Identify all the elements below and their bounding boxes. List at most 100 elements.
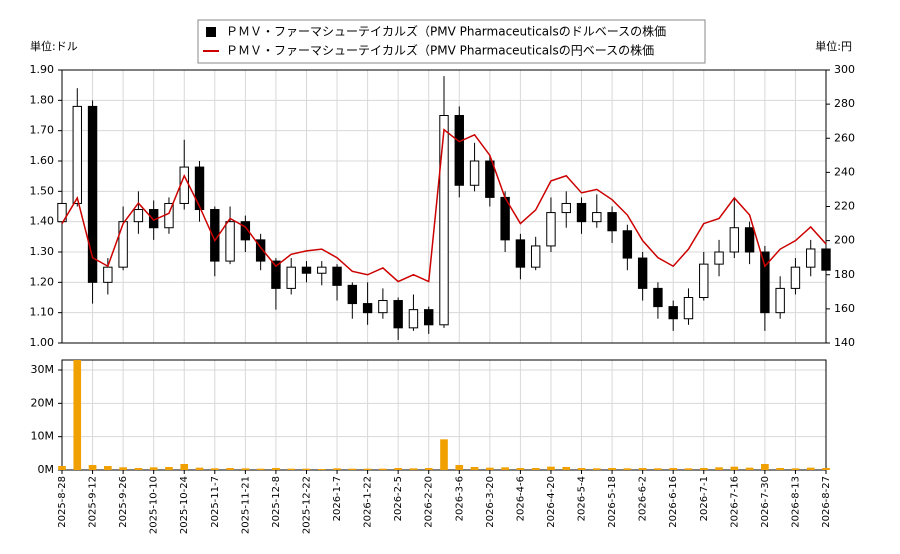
- x-tick-label: 2026-4-20: [546, 476, 557, 528]
- volume-bar: [547, 466, 555, 470]
- volume-bar: [134, 468, 143, 470]
- candle-body: [194, 166, 205, 211]
- candle-body: [454, 115, 464, 186]
- y2-tick-label: 240: [834, 165, 855, 178]
- candle-body: [561, 202, 571, 214]
- y2-tick-label: 180: [834, 268, 855, 281]
- volume-bar: [806, 467, 815, 470]
- volume-bar: [348, 468, 357, 470]
- x-tick-label: 2026-1-22: [363, 476, 374, 528]
- volume-tick-label: 0M: [38, 463, 55, 476]
- candle-body: [225, 221, 235, 262]
- candle-body: [806, 248, 816, 268]
- y2-axis-label: 単位:円: [815, 39, 852, 53]
- candle-body: [530, 245, 541, 268]
- x-tick-label: 2026-5-4: [577, 476, 588, 521]
- volume-bar: [761, 464, 769, 470]
- volume-bar: [455, 465, 464, 470]
- candle-body: [790, 266, 801, 289]
- volume-bar: [210, 468, 219, 470]
- volume-bar: [379, 468, 387, 470]
- candle-body: [103, 266, 113, 283]
- volume-bar: [486, 467, 494, 470]
- x-tick-label: 2026-6-16: [668, 476, 679, 528]
- candle-body: [607, 212, 617, 232]
- x-tick-label: 2026-7-1: [699, 476, 710, 521]
- x-tick-label: 2025-9-26: [118, 476, 129, 528]
- volume-bar: [730, 466, 739, 470]
- x-tick-label: 2026-2-20: [424, 476, 435, 528]
- volume-bar: [699, 468, 708, 470]
- candle-body: [332, 266, 342, 286]
- candle-body: [286, 266, 296, 289]
- candle-body: [714, 251, 724, 265]
- candle-body: [118, 221, 128, 268]
- volume-bar: [623, 468, 632, 470]
- volume-bar: [333, 468, 341, 470]
- x-tick-label: 2025-11-7: [210, 476, 221, 528]
- candle-body: [653, 287, 663, 308]
- volume-bar: [394, 468, 402, 470]
- volume-bar: [363, 468, 372, 470]
- y2-tick-label: 300: [834, 63, 855, 76]
- candle-body: [240, 221, 251, 241]
- candle-body: [57, 202, 67, 223]
- candle-body: [546, 212, 556, 247]
- volume-bar: [180, 464, 189, 470]
- x-tick-label: 2026-5-18: [607, 476, 618, 528]
- x-tick-label: 2025-12-8: [271, 476, 282, 528]
- x-tick-label: 2026-8-13: [790, 476, 801, 528]
- legend: [197, 19, 706, 64]
- volume-bar: [822, 468, 830, 470]
- candle-body: [378, 300, 388, 314]
- y-tick-label: 1.50: [30, 184, 55, 197]
- candle-body: [668, 306, 678, 320]
- y-tick-label: 1.60: [30, 154, 55, 167]
- volume-bar: [654, 468, 662, 470]
- candle-body: [637, 257, 648, 289]
- y2-tick-label: 280: [834, 97, 855, 110]
- volume-bar: [317, 469, 326, 470]
- volume-bar: [226, 468, 234, 470]
- candle-body: [576, 202, 587, 223]
- candle-body: [271, 260, 281, 289]
- x-tick-label: 2026-8-27: [821, 476, 832, 528]
- candle-body: [439, 115, 449, 326]
- volume-tick-label: 20M: [31, 396, 55, 409]
- x-tick-label: 2026-4-6: [515, 476, 526, 521]
- volume-bar: [791, 468, 800, 470]
- candle-body: [179, 166, 189, 204]
- candle-body: [408, 309, 419, 329]
- x-tick-label: 2026-6-2: [638, 476, 649, 521]
- y-tick-label: 1.10: [30, 306, 55, 319]
- volume-bar: [424, 468, 433, 470]
- candle-body: [469, 160, 480, 186]
- candle-body: [683, 297, 694, 320]
- volume-bar: [73, 360, 82, 470]
- volume-bar: [104, 466, 112, 470]
- volume-bar: [531, 468, 540, 470]
- candle-body: [775, 287, 785, 314]
- y2-tick-label: 200: [834, 234, 855, 247]
- candle-body: [821, 248, 831, 271]
- legend-label: ＰＭＶ・ファーマシューテイカルズ（PMV Pharmaceuticalsのドルベ…: [226, 24, 666, 39]
- volume-bar: [256, 468, 265, 470]
- volume-bar: [470, 467, 479, 470]
- volume-bar: [88, 465, 97, 470]
- volume-bar: [776, 468, 784, 470]
- volume-bar: [684, 468, 693, 470]
- y-tick-label: 1.90: [30, 63, 55, 76]
- volume-bar: [58, 466, 66, 470]
- candle-body: [347, 284, 358, 305]
- volume-bar: [516, 468, 525, 470]
- y2-tick-label: 140: [834, 336, 855, 349]
- volume-bar: [165, 467, 173, 470]
- y2-tick-label: 220: [834, 200, 855, 213]
- volume-bar: [149, 467, 158, 470]
- volume-tick-label: 30M: [31, 363, 55, 376]
- volume-bar: [302, 468, 311, 470]
- volume-bar: [577, 468, 586, 470]
- x-tick-label: 2025-8-28: [57, 476, 68, 528]
